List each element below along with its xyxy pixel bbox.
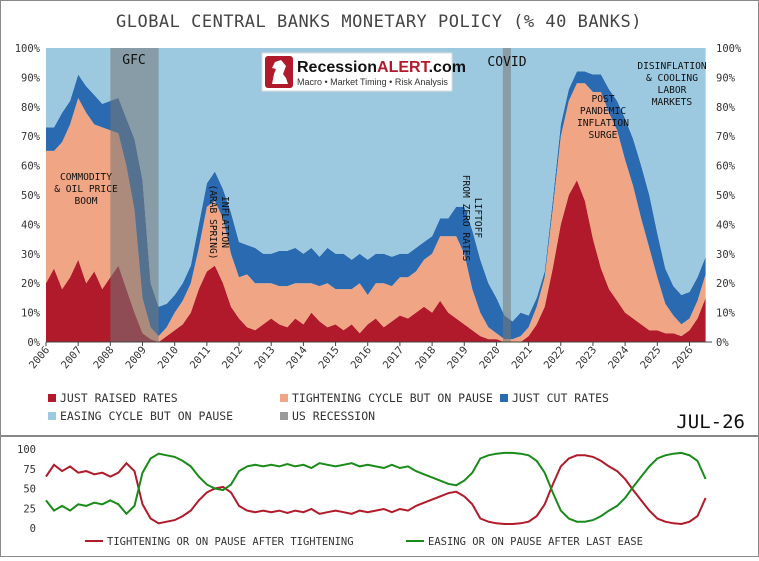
y-tick-label-left: 40% (21, 219, 41, 231)
y-tick-label-right: 10% (716, 308, 736, 320)
y-tick-label-left: 30% (21, 249, 41, 261)
annotation-commodity-boom: COMMODITY & OIL PRICE BOOM (54, 172, 118, 207)
annotation-gfc: GFC (122, 53, 145, 68)
y-tick-label-left: 20% (21, 278, 41, 290)
y-tick-label-right: 90% (716, 72, 736, 84)
legend-label-tightening-or-on-pause-after-tightening: TIGHTENING OR ON PAUSE AFTER TIGHTENING (107, 536, 354, 548)
legend-swatch-tightening-cycle-but-on-pause (280, 394, 288, 402)
y-tick-label-right: 80% (716, 102, 736, 114)
bottom-y-tick-label: 75 (23, 464, 36, 476)
logo-name: Recession (297, 59, 377, 76)
y-tick-label-right: 30% (716, 249, 736, 261)
line-easing-or-on-pause-after-last-ease (45, 451, 707, 523)
y-tick-label-right: 100% (716, 43, 742, 55)
line-tightening-or-on-pause-after-tightening (45, 454, 707, 526)
annotation-post-pandemic: POST PANDEMIC INFLATION SURGE (577, 94, 629, 141)
annotation-liftoff: LIFTOFFFROM ZERO RATES (460, 175, 483, 262)
chart-title: GLOBAL CENTRAL BANKS MONETARY POLICY (% … (116, 12, 642, 32)
legend-label-tightening-cycle-but-on-pause: TIGHTENING CYCLE BUT ON PAUSE (292, 391, 493, 405)
bottom-y-tick-label: 100 (17, 444, 36, 456)
legend-label-us-recession: US RECESSION (292, 409, 375, 423)
legend-label-easing-cycle-but-on-pause: EASING CYCLE BUT ON PAUSE (60, 409, 233, 423)
y-tick-label-right: 20% (716, 278, 736, 290)
logo-tagline: Macro • Market Timing • Risk Analysis (297, 77, 448, 87)
recession-band (502, 48, 511, 342)
annotation-disinflation: DISINFLATION & COOLING LABOR MARKETS (637, 61, 707, 108)
annotation-covid: COVID (487, 55, 526, 70)
y-tick-label-left: 70% (21, 131, 41, 143)
legend-label-just-raised-rates: JUST RAISED RATES (60, 391, 178, 405)
legend-label-easing-or-on-pause-after-last-ease: EASING OR ON PAUSE AFTER LAST EASE (428, 536, 643, 548)
bottom-y-tick-label: 25 (23, 503, 36, 515)
knight-icon-shape (272, 60, 288, 84)
legend-swatch-easing-cycle-but-on-pause (48, 412, 56, 420)
annotation-liftoff-group: LIFTOFFFROM ZERO RATES (460, 175, 483, 262)
y-tick-label-left: 10% (21, 308, 41, 320)
legend-swatch-just-raised-rates (48, 394, 56, 402)
y-tick-label-left: 60% (21, 161, 41, 173)
bottom-y-tick-label: 50 (23, 484, 36, 496)
legend-swatch-us-recession (280, 412, 288, 420)
y-tick-label-left: 100% (15, 43, 41, 55)
y-tick-label-left: 0% (27, 337, 40, 349)
logo-name-red: ALERT (377, 59, 431, 76)
y-tick-label-right: 0% (716, 337, 729, 349)
legend-label-just-cut-rates: JUST CUT RATES (512, 391, 609, 405)
date-stamp: JUL-26 (676, 411, 745, 433)
y-tick-label-right: 50% (716, 190, 736, 202)
logo-suffix: .com (429, 59, 466, 76)
logo: RecessionALERT.com Macro • Market Timing… (261, 52, 466, 92)
y-tick-label-right: 40% (716, 219, 736, 231)
logo-box (261, 52, 453, 92)
area-tightening-cycle-but-on-pause (46, 83, 706, 343)
y-tick-label-left: 50% (21, 190, 41, 202)
y-tick-label-left: 80% (21, 102, 41, 114)
svg-text:RecessionALERT.com: RecessionALERT.com (297, 59, 466, 76)
area-easing-cycle-but-on-pause (46, 48, 706, 322)
legend-swatch-just-cut-rates (500, 394, 508, 402)
recession-band (110, 48, 159, 342)
y-tick-label-left: 90% (21, 72, 41, 84)
y-tick-label-right: 60% (716, 161, 736, 173)
annotation-inflation: INFLATION(ARAB SPRING) (207, 184, 230, 259)
y-tick-label-right: 70% (716, 131, 736, 143)
annotation-inflation-group: INFLATION(ARAB SPRING) (207, 184, 230, 259)
area-just-raised-rates (46, 180, 706, 342)
bottom-y-tick-label: 0 (30, 523, 36, 535)
